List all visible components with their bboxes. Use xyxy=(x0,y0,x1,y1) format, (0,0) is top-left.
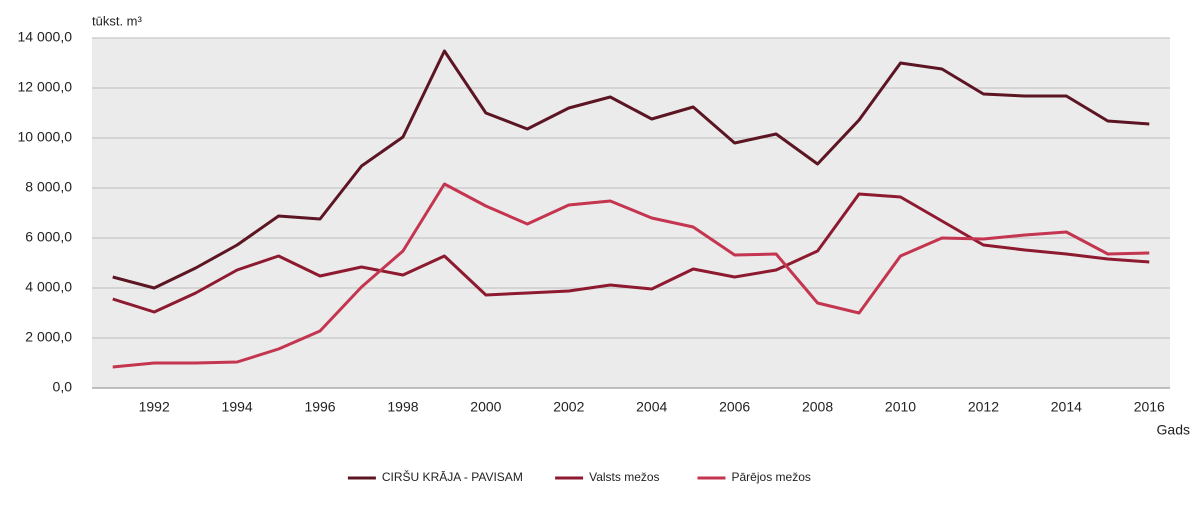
y-tick-label: 8 000,0 xyxy=(25,179,72,195)
x-tick-label: 1994 xyxy=(222,399,253,415)
x-tick-label: 1992 xyxy=(139,399,170,415)
series-line xyxy=(112,49,1150,290)
x-axis-label: Gads xyxy=(1157,422,1190,438)
x-tick-label: 2012 xyxy=(968,399,999,415)
legend-label: Pārējos mežos xyxy=(732,470,811,484)
x-tick-label: 2016 xyxy=(1134,399,1165,415)
y-tick-label: 2 000,0 xyxy=(25,329,72,345)
x-tick-label: 1998 xyxy=(387,399,418,415)
legend-label: Valsts mežos xyxy=(589,470,659,484)
x-tick-label: 2010 xyxy=(885,399,916,415)
y-tick-label: 14 000,0 xyxy=(18,29,73,45)
y-tick-label: 6 000,0 xyxy=(25,229,72,245)
y-tick-label: 0,0 xyxy=(53,379,73,395)
series-line xyxy=(112,182,1150,369)
x-tick-label: 2006 xyxy=(719,399,750,415)
y-axis-label: tūkst. m³ xyxy=(92,13,143,28)
x-tick-label: 1996 xyxy=(304,399,335,415)
series-line xyxy=(112,192,1150,314)
legend-label: CIRŠU KRĀJA - PAVISAM xyxy=(382,469,523,484)
x-tick-label: 2014 xyxy=(1051,399,1082,415)
x-tick-label: 2004 xyxy=(636,399,667,415)
y-tick-label: 4 000,0 xyxy=(25,279,72,295)
plot-background xyxy=(92,38,1170,388)
x-tick-label: 2000 xyxy=(470,399,501,415)
x-tick-label: 2002 xyxy=(553,399,584,415)
x-tick-label: 2008 xyxy=(802,399,833,415)
y-tick-label: 12 000,0 xyxy=(18,79,73,95)
y-tick-label: 10 000,0 xyxy=(18,129,73,145)
